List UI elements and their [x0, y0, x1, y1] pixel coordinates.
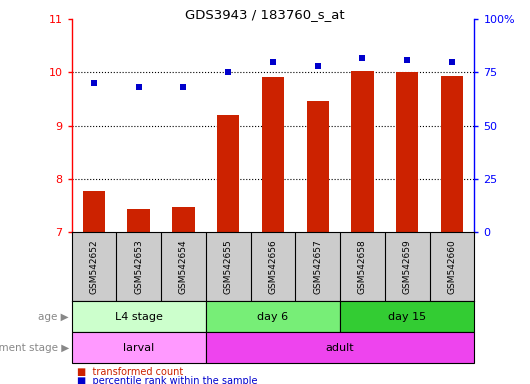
Text: GSM542655: GSM542655	[224, 240, 233, 294]
Bar	[72, 332, 206, 363]
Point	[179, 84, 188, 91]
Text: L4 stage: L4 stage	[115, 312, 163, 322]
Text: development stage ▶: development stage ▶	[0, 343, 69, 353]
Text: ■  percentile rank within the sample: ■ percentile rank within the sample	[77, 376, 258, 384]
Point	[358, 55, 367, 61]
Text: GSM542660: GSM542660	[447, 240, 456, 294]
Bar	[441, 76, 463, 232]
Text: GSM542654: GSM542654	[179, 240, 188, 294]
Bar	[351, 71, 374, 232]
Text: GSM542652: GSM542652	[90, 240, 99, 294]
Point	[403, 56, 411, 63]
Text: GDS3943 / 183760_s_at: GDS3943 / 183760_s_at	[185, 8, 345, 22]
Text: GSM542657: GSM542657	[313, 240, 322, 294]
Point	[90, 80, 98, 86]
Text: larval: larval	[123, 343, 154, 353]
Bar	[206, 332, 474, 363]
Bar	[396, 73, 418, 232]
Text: ■  transformed count: ■ transformed count	[77, 367, 183, 377]
Bar	[72, 301, 206, 332]
Bar	[128, 209, 150, 232]
Point	[448, 59, 456, 65]
Text: day 6: day 6	[258, 312, 288, 322]
Point	[224, 70, 233, 76]
Point	[313, 63, 322, 69]
Bar	[172, 207, 195, 232]
Bar	[217, 115, 240, 232]
Point	[269, 59, 277, 65]
Text: day 15: day 15	[388, 312, 426, 322]
Bar	[206, 301, 340, 332]
Bar	[83, 191, 105, 232]
Text: GSM542653: GSM542653	[134, 240, 143, 294]
Text: GSM542659: GSM542659	[403, 240, 412, 294]
Bar	[262, 77, 284, 232]
Point	[135, 84, 143, 91]
Bar	[340, 301, 474, 332]
Text: age ▶: age ▶	[38, 312, 69, 322]
Bar	[306, 101, 329, 232]
Text: GSM542656: GSM542656	[269, 240, 277, 294]
Text: adult: adult	[326, 343, 355, 353]
Text: GSM542658: GSM542658	[358, 240, 367, 294]
